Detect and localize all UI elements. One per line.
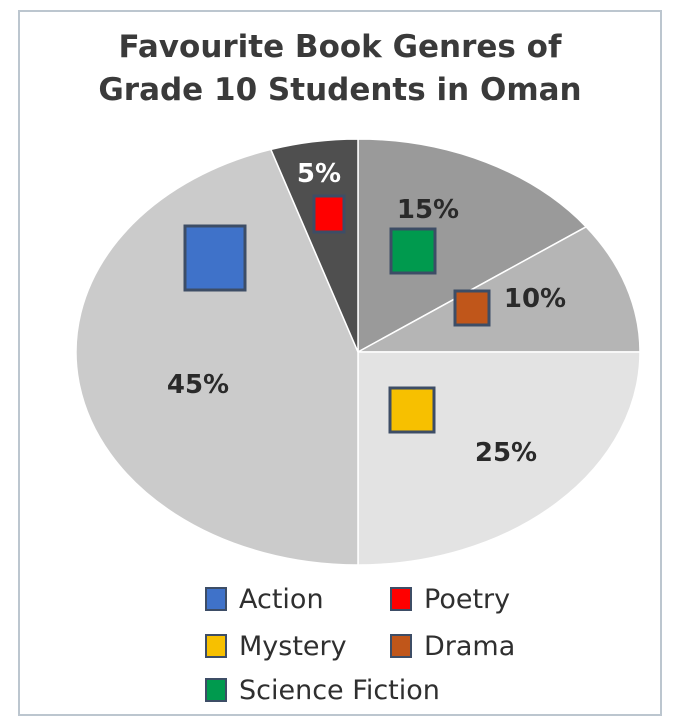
slice-marker-drama — [453, 289, 491, 327]
slice-label-mystery: 25% — [475, 438, 537, 468]
pie-slice-action — [75, 148, 359, 566]
slice-marker-mystery — [388, 386, 436, 434]
slice-label-poetry: 5% — [297, 159, 341, 189]
slice-marker-poetry — [312, 194, 346, 234]
pie-slice-drama — [357, 225, 641, 353]
slice-marker-action — [183, 224, 247, 292]
chart-title-line-1: Favourite Book Genres of — [118, 29, 562, 65]
slice-label-science-fiction: 15% — [397, 195, 459, 225]
slice-marker-science-fiction — [389, 227, 437, 275]
pie-slice-science-fiction — [357, 138, 588, 354]
chart-title-line-2: Grade 10 Students in Oman — [98, 72, 582, 108]
slice-label-action: 45% — [167, 370, 229, 400]
pie-slice-poetry — [269, 138, 359, 353]
slice-label-drama: 10% — [504, 284, 566, 314]
chart-title: Favourite Book Genres of Grade 10 Studen… — [18, 26, 662, 112]
